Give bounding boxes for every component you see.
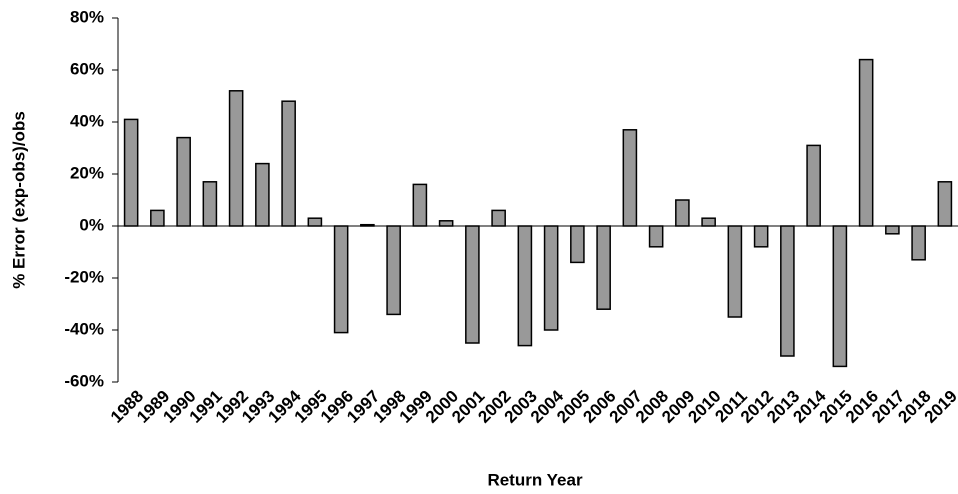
bar xyxy=(832,225,848,368)
y-tick-label: -20% xyxy=(64,267,104,286)
y-tick-label: 20% xyxy=(70,163,104,182)
bar xyxy=(123,118,139,227)
bar xyxy=(333,225,349,334)
y-tick-label: -60% xyxy=(64,371,104,390)
bar xyxy=(675,199,690,227)
bar xyxy=(255,162,270,227)
y-tick-label: 60% xyxy=(70,59,104,78)
bar xyxy=(596,225,611,310)
y-axis-title: % Error (exp-obs)/obs xyxy=(9,111,28,289)
y-tick-label: 0% xyxy=(79,215,104,234)
x-axis-title: Return Year xyxy=(487,470,583,489)
bar xyxy=(202,181,218,227)
bar xyxy=(911,225,926,261)
bar xyxy=(701,217,716,227)
bar xyxy=(150,209,165,227)
bar xyxy=(727,225,743,318)
bar xyxy=(648,225,664,248)
bar xyxy=(622,129,638,227)
bar xyxy=(438,220,454,227)
bar xyxy=(228,90,244,227)
bar xyxy=(885,225,900,235)
bar xyxy=(281,100,296,227)
bar xyxy=(543,225,559,331)
bar xyxy=(570,225,585,264)
y-tick-label: 80% xyxy=(70,7,104,26)
bar xyxy=(176,136,191,227)
bar xyxy=(937,181,953,227)
bar xyxy=(780,225,795,357)
bar xyxy=(465,225,480,344)
y-tick-label: -40% xyxy=(64,319,104,338)
bar xyxy=(806,144,821,227)
bar xyxy=(307,217,323,227)
y-tick-label: 40% xyxy=(70,111,104,130)
bar xyxy=(412,183,428,227)
bar xyxy=(517,225,533,347)
bar xyxy=(386,225,401,316)
bar xyxy=(858,58,874,227)
bar xyxy=(753,225,769,248)
bar xyxy=(491,209,506,227)
